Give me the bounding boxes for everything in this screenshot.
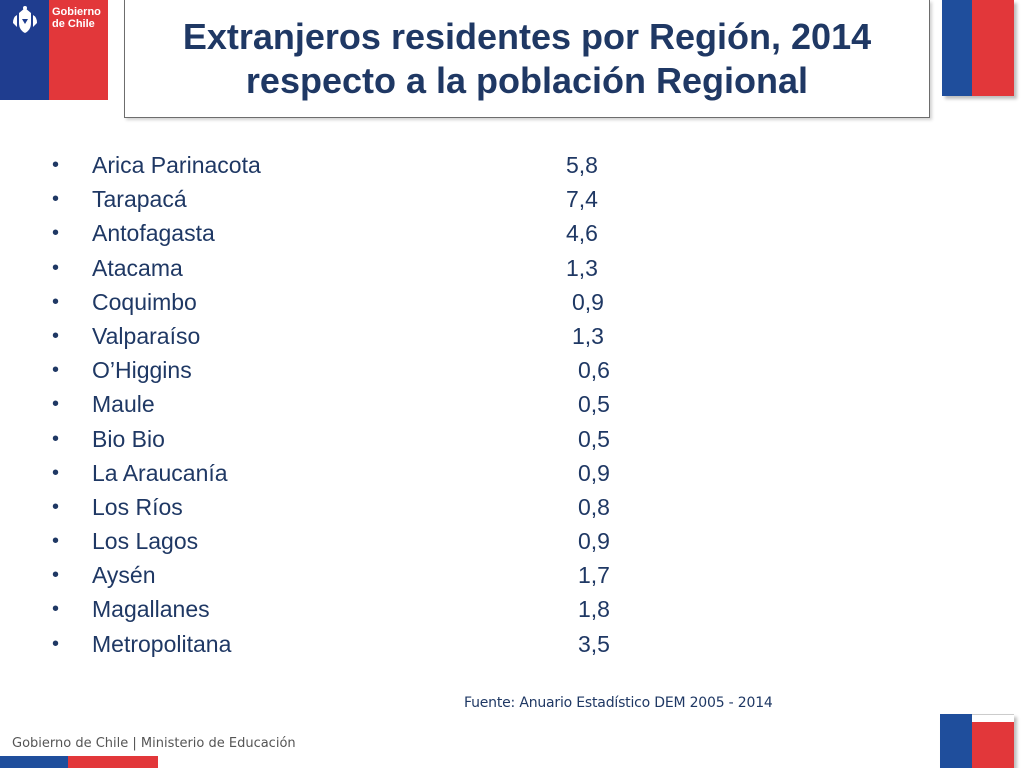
region-name: Bio Bio [92,425,165,452]
region-name: Tarapacá [92,186,187,213]
slide-title: Extranjeros residentes por Región, 2014 … [183,15,871,103]
region-value: 5,8 [566,152,598,178]
list-item: • Coquimbo 0,9 [52,285,652,319]
bullet-icon: • [52,324,60,347]
list-item: • Atacama 1,3 [52,251,652,285]
logo-text: Gobierno de Chile [52,6,101,30]
list-item: • Magallanes 1,8 [52,592,652,626]
region-name: La Araucanía [92,459,228,486]
bullet-icon: • [52,154,60,176]
bullet-icon: • [52,598,60,621]
list-item: • Aysén 1,7 [52,558,652,592]
region-value: 0,5 [578,391,610,418]
region-name: Valparaíso [92,322,201,349]
region-value: 1,3 [572,322,604,349]
flag-decoration-bottom [940,714,1014,768]
list-item: • O’Higgins 0,6 [52,353,652,387]
list-item: • Metropolitana 3,5 [52,627,652,661]
chile-coat-of-arms-icon [13,6,37,33]
region-name: Arica Parinacota [92,152,261,178]
list-item: • Los Lagos 0,9 [52,524,652,558]
region-value: 0,9 [578,459,610,486]
bullet-icon: • [52,359,60,382]
region-name: Los Ríos [92,493,183,520]
region-value: 0,8 [578,493,610,520]
list-item: • La Araucanía 0,9 [52,456,652,490]
region-name: Magallanes [92,596,210,623]
region-name: Antofagasta [92,220,215,247]
title-line-1: Extranjeros residentes por Región, 2014 [182,15,872,57]
bullet-icon: • [52,393,60,416]
region-value: 0,9 [572,288,604,315]
list-item: • Los Ríos 0,8 [52,490,652,524]
region-value: 1,7 [578,562,610,589]
bullet-icon: • [52,461,60,484]
bullet-icon: • [52,632,60,655]
flag-decoration-top [942,0,1014,96]
region-name: Los Lagos [92,528,199,555]
region-value: 7,4 [566,186,598,213]
region-value: 1,3 [566,254,598,281]
title-box: Extranjeros residentes por Región, 2014 … [124,0,930,118]
bullet-icon: • [52,495,60,518]
list-item: • Tarapacá 7,4 [52,182,652,216]
region-value: 4,6 [566,220,598,247]
region-value: 3,5 [578,630,610,657]
bullet-icon: • [52,256,60,279]
bullet-icon: • [52,290,60,313]
region-name: O’Higgins [92,357,192,384]
list-item: • Arica Parinacota 5,8 [52,148,652,182]
list-item: • Valparaíso 1,3 [52,319,652,353]
region-value: 0,5 [578,425,610,452]
bullet-icon: • [52,427,60,450]
footer-flag-bar [0,756,158,768]
region-name: Atacama [92,254,183,281]
region-name: Maule [92,391,155,418]
bullet-icon: • [52,564,60,587]
bullet-icon: • [52,188,60,211]
bullet-icon: • [52,222,60,245]
list-item: • Maule 0,5 [52,387,652,421]
gobierno-de-chile-logo: Gobierno de Chile [0,0,108,100]
list-item: • Antofagasta 4,6 [52,216,652,250]
bullet-icon: • [52,530,60,553]
region-value: 0,6 [578,357,610,384]
region-value: 0,9 [578,528,610,555]
footer-text: Gobierno de Chile | Ministerio de Educac… [12,736,296,751]
region-value: 1,8 [578,596,610,623]
title-line-2: respecto a la población Regional [245,59,809,101]
list-item: • Bio Bio 0,5 [52,422,652,456]
region-list: • Arica Parinacota 5,8 • Tarapacá 7,4 • Antof… [52,148,652,661]
region-name: Coquimbo [92,288,197,315]
region-name: Aysén [92,562,156,589]
region-name: Metropolitana [92,630,232,657]
source-note: Fuente: Anuario Estadístico DEM 2005 - 2… [464,695,773,711]
